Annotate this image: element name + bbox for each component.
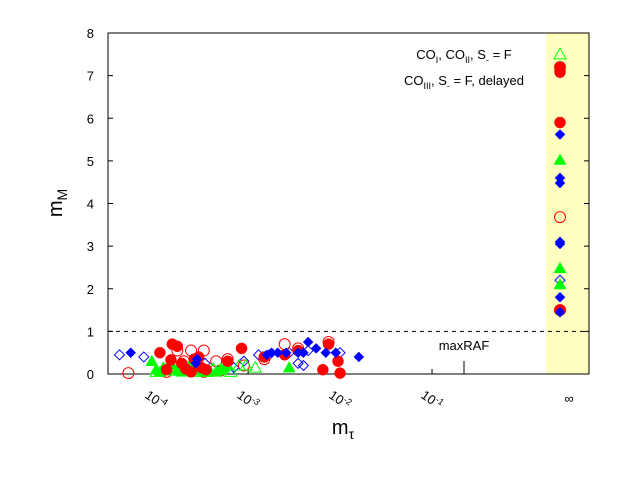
data-point-triangle bbox=[232, 358, 247, 371]
data-point-diamond bbox=[292, 357, 304, 370]
x-tick-label-infinity: ∞ bbox=[564, 391, 573, 406]
data-point-triangle bbox=[553, 153, 567, 165]
data-point-diamond bbox=[138, 351, 150, 363]
data-point-circle bbox=[221, 355, 234, 367]
data-point-diamond bbox=[238, 355, 250, 367]
data-point-diamond bbox=[113, 349, 126, 361]
data-point-diamond bbox=[298, 347, 309, 359]
x-tick-label: 10-1 bbox=[418, 386, 446, 412]
data-point-circle bbox=[160, 363, 173, 376]
x-axis-title: mτ bbox=[332, 417, 355, 442]
data-point-circle bbox=[185, 366, 197, 378]
y-tick-label: 0 bbox=[87, 367, 94, 382]
data-point-diamond bbox=[554, 306, 566, 318]
data-point-circle bbox=[554, 211, 566, 224]
data-point-circle bbox=[122, 367, 135, 380]
infinity-band bbox=[546, 33, 589, 374]
data-point-triangle bbox=[553, 261, 567, 274]
x-tick-label: 10-2 bbox=[326, 386, 354, 412]
data-point-diamond bbox=[554, 129, 566, 140]
y-tick-label: 6 bbox=[87, 111, 94, 126]
y-tick-label: 4 bbox=[87, 197, 94, 212]
data-point-circle bbox=[554, 61, 566, 73]
data-point-circle bbox=[554, 116, 566, 129]
data-point-circle bbox=[235, 342, 248, 355]
data-point-triangle bbox=[239, 358, 253, 371]
data-point-diamond bbox=[353, 351, 365, 363]
max-raf-label: maxRAF bbox=[439, 338, 490, 353]
y-tick-label: 1 bbox=[87, 324, 94, 339]
data-point-diamond bbox=[310, 343, 322, 354]
data-point-circle bbox=[165, 354, 177, 366]
data-point-circle bbox=[332, 355, 344, 367]
x-tick-label: 10-3 bbox=[234, 386, 262, 412]
data-point-circle bbox=[171, 340, 184, 353]
y-tick-label: 2 bbox=[87, 282, 94, 297]
data-point-diamond bbox=[554, 291, 566, 303]
data-point-diamond bbox=[302, 336, 314, 348]
data-point-circle bbox=[322, 338, 335, 350]
y-tick-label: 7 bbox=[87, 69, 94, 84]
data-point-circle bbox=[278, 338, 291, 351]
y-tick-label: 3 bbox=[87, 239, 94, 254]
data-point-triangle bbox=[282, 361, 296, 373]
legend-line-2: COIII, S- = F, delayed bbox=[404, 73, 524, 91]
data-markers bbox=[113, 47, 567, 380]
data-point-triangle bbox=[145, 354, 159, 366]
legend-line-1: COI, COII, S- = F bbox=[416, 47, 511, 65]
data-point-triangle bbox=[553, 47, 567, 60]
data-point-diamond bbox=[297, 359, 310, 372]
data-point-triangle bbox=[553, 277, 567, 290]
data-point-diamond bbox=[330, 347, 342, 359]
data-point-circle bbox=[334, 367, 346, 379]
y-axis: 0 1 2 3 4 5 6 7 8 bbox=[87, 26, 589, 382]
data-point-diamond bbox=[320, 347, 332, 359]
data-point-diamond bbox=[272, 347, 284, 359]
data-point-circle bbox=[200, 363, 212, 376]
y-axis-title: mM bbox=[45, 189, 70, 217]
y-tick-label: 8 bbox=[87, 26, 94, 41]
data-point-diamond bbox=[125, 347, 137, 359]
data-point-diamond bbox=[191, 353, 203, 365]
data-point-circle bbox=[154, 346, 166, 359]
data-point-diamond bbox=[554, 238, 566, 250]
y-tick-label: 5 bbox=[87, 154, 94, 169]
data-point-diamond bbox=[554, 177, 566, 189]
x-tick-label: 10-4 bbox=[142, 386, 170, 412]
data-point-circle bbox=[317, 363, 329, 376]
data-point-triangle bbox=[248, 360, 263, 373]
data-point-diamond bbox=[280, 347, 292, 359]
